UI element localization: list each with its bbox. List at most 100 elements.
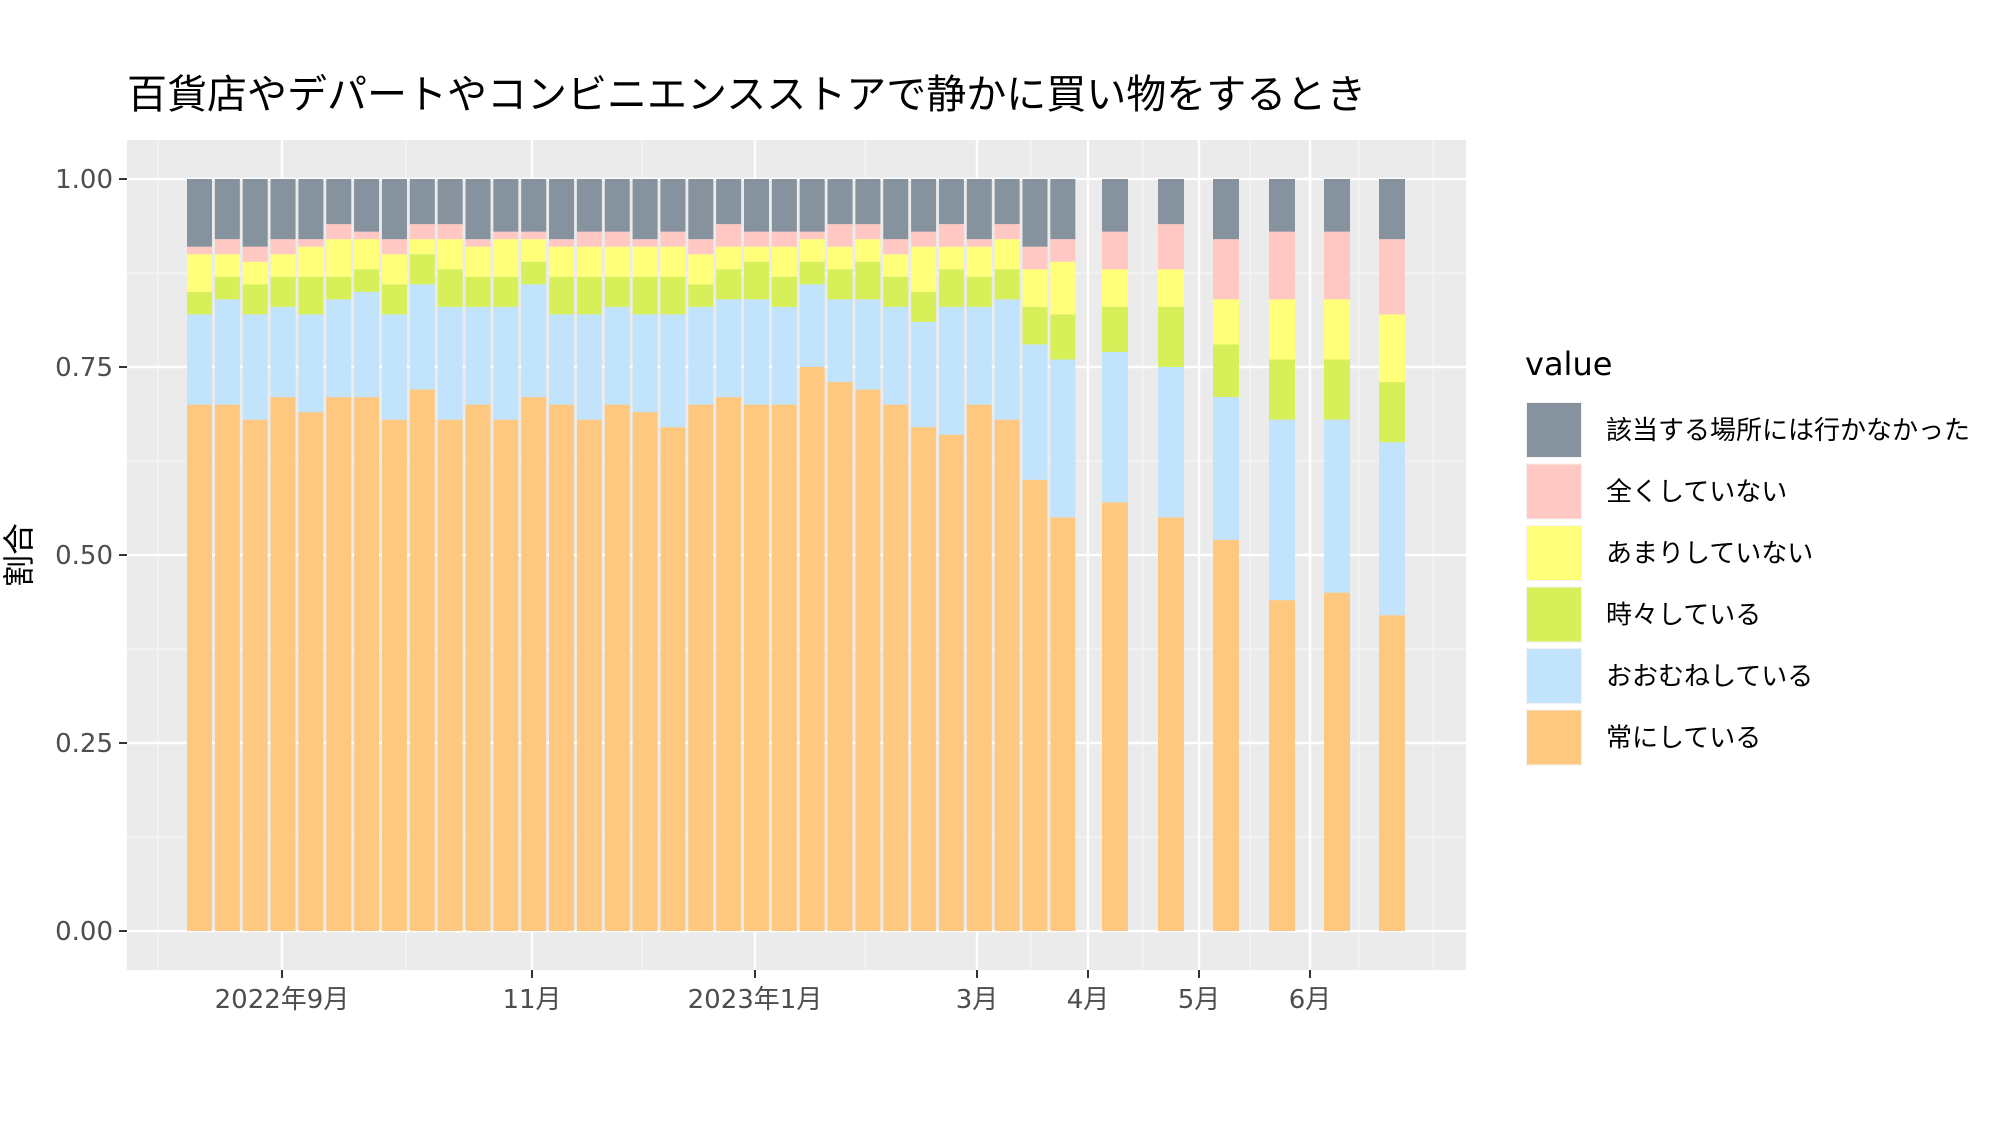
- bar-segment: [827, 179, 853, 225]
- bar-segment: [660, 246, 686, 277]
- bar-segment: [270, 397, 296, 932]
- bar-segment: [1213, 344, 1239, 398]
- x-tick-label: 6月: [1289, 985, 1332, 1015]
- bar-segment: [604, 276, 630, 307]
- bar-segment: [855, 239, 881, 262]
- bar-segment: [549, 239, 575, 247]
- bar-segment: [493, 419, 519, 931]
- bar-stack: [354, 179, 380, 932]
- legend-swatch: [1527, 526, 1581, 580]
- bar-segment: [1022, 246, 1048, 270]
- bar-segment: [1050, 179, 1076, 240]
- bar-segment: [549, 246, 575, 277]
- bar-segment: [354, 397, 380, 932]
- legend-label: あまりしていない: [1606, 539, 1813, 569]
- bar-segment: [326, 224, 352, 240]
- bar-segment: [911, 246, 937, 292]
- bar-stack: [326, 179, 352, 932]
- bar-segment: [1158, 269, 1184, 307]
- y-tick-label: 0.00: [55, 917, 113, 947]
- bar-segment: [660, 179, 686, 232]
- bar-segment: [1324, 179, 1350, 232]
- bar-segment: [381, 254, 407, 285]
- bar-stack: [270, 179, 296, 932]
- bar-segment: [994, 239, 1020, 270]
- bar-segment: [938, 179, 964, 225]
- bar-segment: [771, 306, 797, 405]
- bar-segment: [493, 306, 519, 420]
- bar-segment: [771, 276, 797, 307]
- bar-segment: [576, 179, 602, 232]
- bar-stack: [827, 179, 853, 931]
- bar-segment: [911, 321, 937, 428]
- bar-segment: [855, 224, 881, 240]
- bar-segment: [409, 254, 435, 285]
- legend-swatch: [1527, 649, 1581, 703]
- bar-segment: [716, 246, 742, 270]
- legend-item: 常にしている: [1526, 709, 1761, 766]
- bar-segment: [1022, 344, 1048, 480]
- bar-stack: [1213, 179, 1239, 931]
- bar-segment: [1379, 239, 1405, 315]
- bar-segment: [1324, 231, 1350, 300]
- bar-segment: [270, 254, 296, 277]
- y-axis: 0.00 0.25 0.50 0.75 1.00: [55, 165, 127, 947]
- bar-segment: [493, 179, 519, 232]
- bar-segment: [632, 246, 658, 277]
- bar-segment: [1050, 517, 1076, 931]
- legend-item: あまりしていない: [1526, 525, 1813, 581]
- bar-segment: [242, 179, 268, 247]
- bar-segment: [716, 224, 742, 247]
- bar-segment: [187, 404, 212, 932]
- bar-segment: [409, 239, 435, 255]
- bar-stack: [465, 179, 491, 932]
- bar-segment: [966, 239, 992, 247]
- bar-segment: [521, 397, 547, 932]
- bar-stack: [214, 179, 240, 932]
- bar-segment: [994, 179, 1020, 225]
- bar-segment: [465, 179, 491, 240]
- bar-segment: [799, 239, 825, 262]
- bar-segment: [716, 299, 742, 398]
- bar-segment: [437, 179, 463, 225]
- bar-segment: [1102, 179, 1128, 232]
- bar-stack: [660, 179, 686, 931]
- bar-segment: [493, 231, 519, 240]
- bar-stack: [938, 179, 964, 931]
- bar-segment: [1158, 179, 1184, 225]
- bar-segment: [1379, 382, 1405, 443]
- bar-segment: [381, 179, 407, 240]
- bar-segment: [827, 299, 853, 383]
- bar-stack: [409, 179, 435, 931]
- bar-segment: [827, 224, 853, 247]
- bar-segment: [716, 179, 742, 225]
- bar-segment: [994, 299, 1020, 420]
- bar-segment: [270, 276, 296, 307]
- bar-segment: [1213, 239, 1239, 300]
- bar-segment: [1213, 299, 1239, 345]
- bar-segment: [187, 291, 212, 315]
- y-tick-label: 0.75: [55, 353, 113, 383]
- bar-stack: [632, 179, 658, 931]
- bar-segment: [883, 239, 909, 255]
- bar-segment: [187, 254, 212, 292]
- bar-segment: [381, 314, 407, 420]
- bar-segment: [771, 246, 797, 277]
- bar-segment: [1269, 419, 1295, 601]
- x-tick-label: 11月: [502, 985, 561, 1015]
- bar-segment: [994, 269, 1020, 300]
- bar-segment: [298, 179, 324, 240]
- bar-segment: [354, 269, 380, 292]
- bar-stack: [1050, 179, 1076, 931]
- bar-stack: [994, 179, 1020, 931]
- bar-segment: [604, 231, 630, 247]
- bar-segment: [966, 246, 992, 277]
- bar-stack: [437, 179, 463, 931]
- bar-segment: [549, 276, 575, 315]
- bar-stack: [381, 179, 407, 931]
- bar-segment: [1102, 306, 1128, 352]
- bar-segment: [1213, 179, 1239, 240]
- bar-segment: [1269, 179, 1295, 232]
- bar-segment: [827, 269, 853, 300]
- bar-segment: [1324, 419, 1350, 593]
